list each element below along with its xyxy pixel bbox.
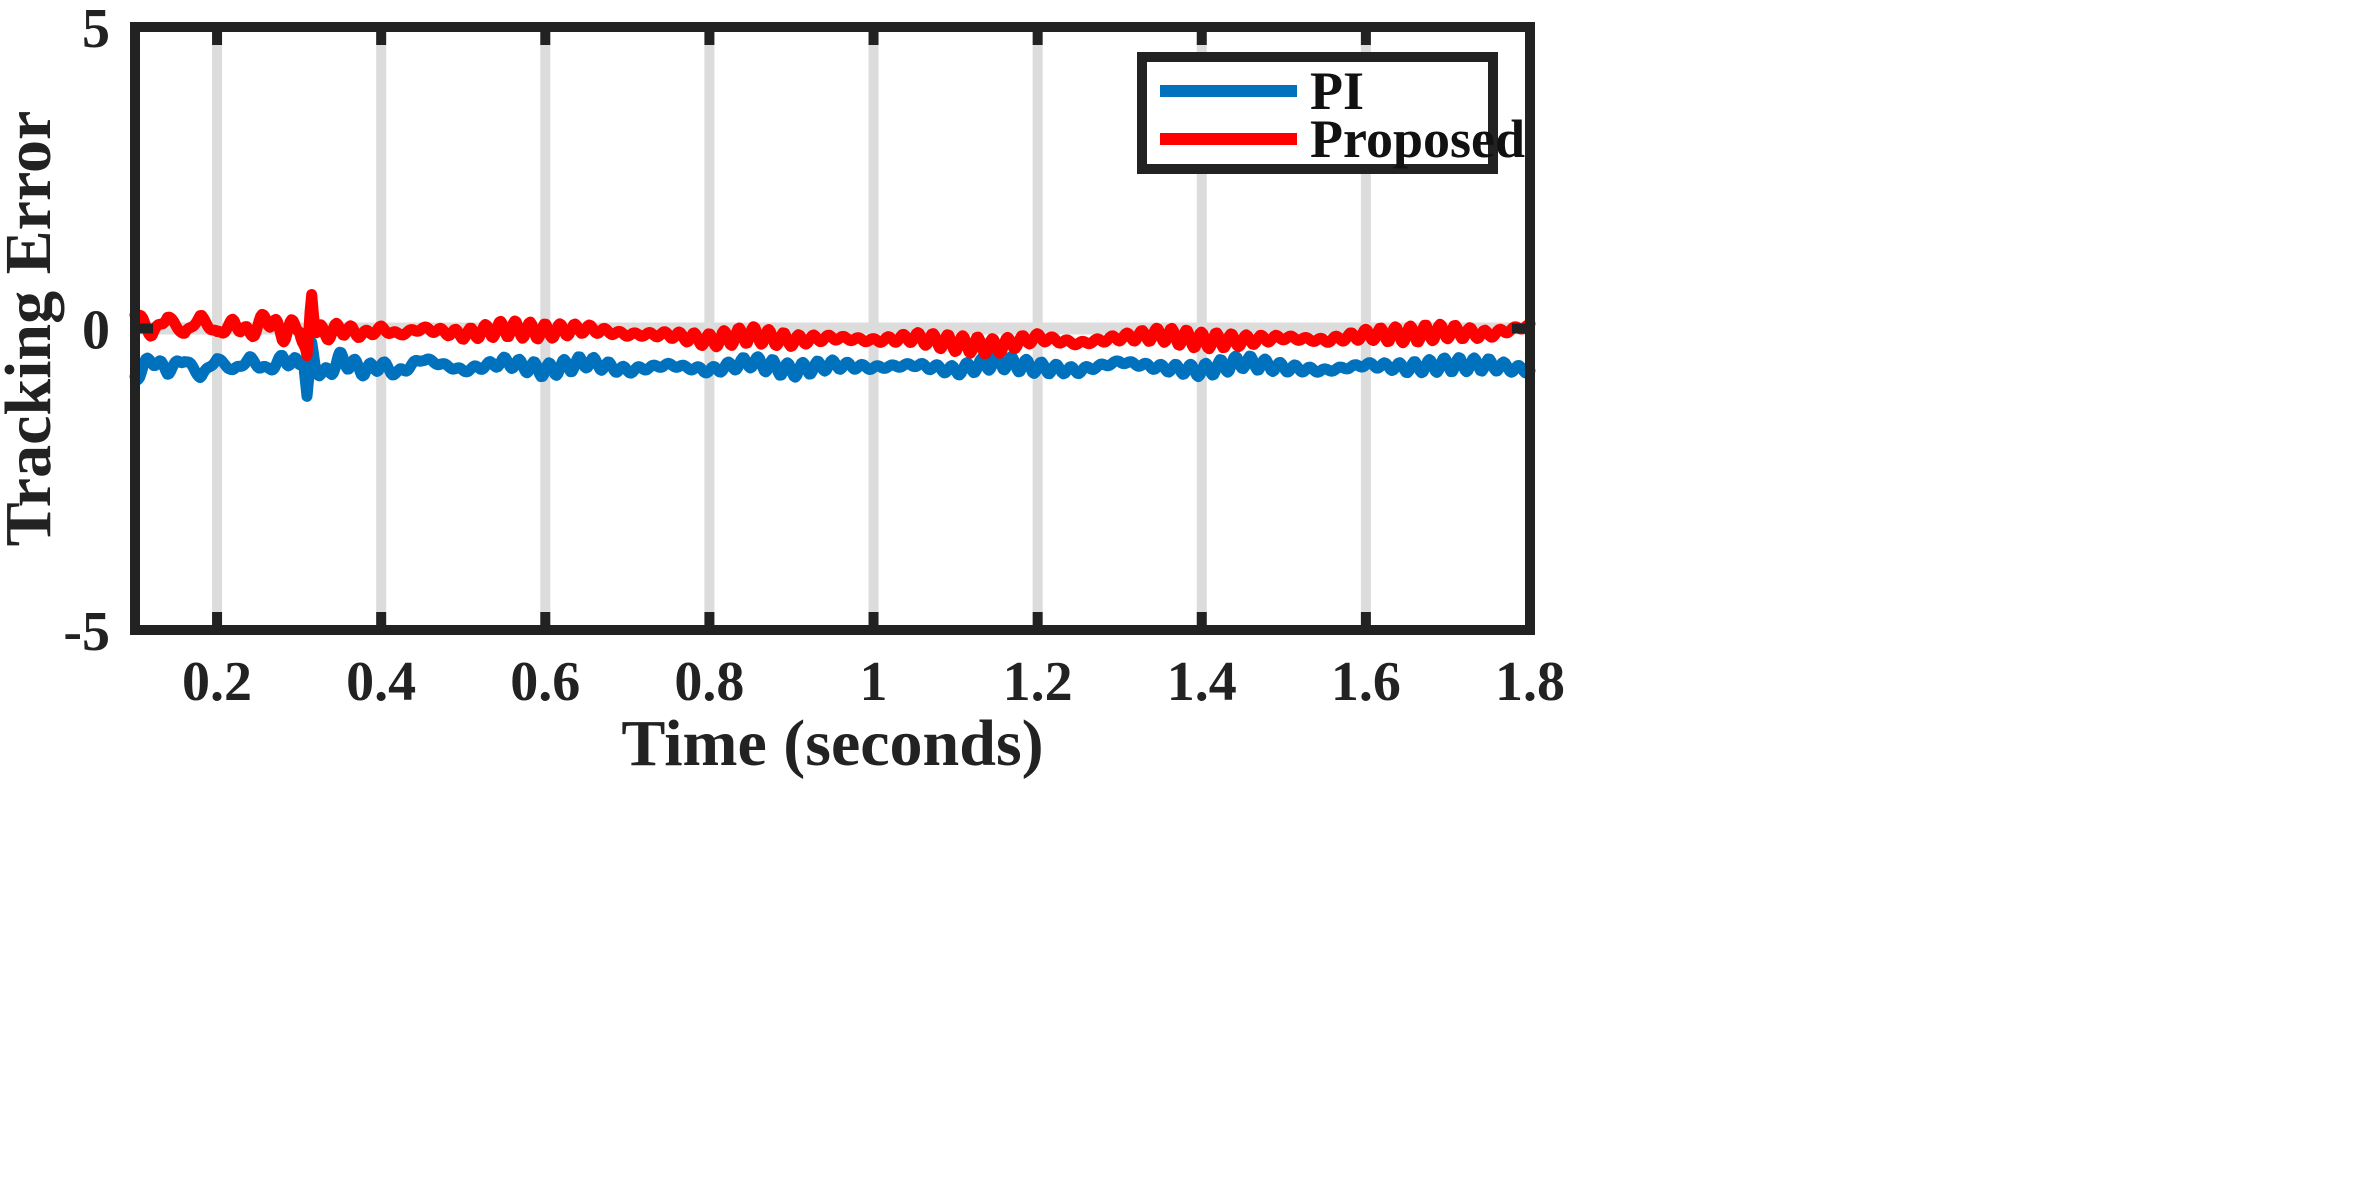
series-line-pi xyxy=(129,336,1536,402)
series-line-proposed xyxy=(129,289,1536,362)
y-tick-label-1: 0 xyxy=(82,300,110,362)
x-tick-label-6: 1.4 xyxy=(1167,651,1237,713)
series-lines xyxy=(129,289,1536,402)
x-tick-label-3: 0.8 xyxy=(674,651,744,713)
x-tick-label-5: 1.2 xyxy=(1003,651,1073,713)
x-tick-label-2: 0.6 xyxy=(510,651,580,713)
x-axis-title: Time (seconds) xyxy=(621,707,1043,780)
x-tick-labels: 0.2 0.4 0.6 0.8 1 1.2 1.4 1.6 1.8 xyxy=(182,651,1565,713)
x-tick-label-1: 0.4 xyxy=(346,651,416,713)
legend-label-pi: PI xyxy=(1310,61,1364,121)
x-tick-label-8: 1.8 xyxy=(1495,651,1565,713)
legend: PI Proposed xyxy=(1137,52,1525,174)
legend-label-proposed: Proposed xyxy=(1310,109,1525,169)
y-tick-label-2: 5 xyxy=(82,0,110,60)
x-tick-label-4: 1 xyxy=(860,651,888,713)
legend-box xyxy=(1137,52,1498,174)
axis-ticks xyxy=(135,22,1530,635)
x-tick-label-7: 1.6 xyxy=(1331,651,1401,713)
x-tick-label-0: 0.2 xyxy=(182,651,252,713)
y-tick-label-0: -5 xyxy=(63,601,110,663)
y-axis-title: Tracking Error xyxy=(0,111,65,547)
y-tick-labels: -5 0 5 xyxy=(63,0,110,663)
